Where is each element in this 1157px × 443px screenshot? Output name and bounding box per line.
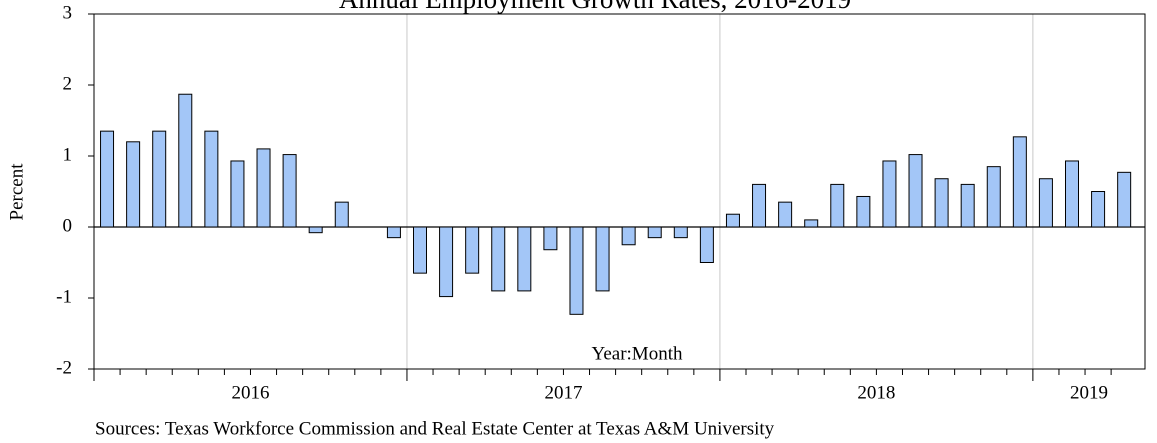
y-tick-label: 1: [63, 144, 73, 165]
bar: [595, 226, 610, 292]
y-tick-label: -1: [56, 286, 72, 307]
y-tick-label: 0: [63, 215, 73, 236]
bar: [699, 226, 714, 263]
bar: [725, 213, 740, 228]
bar: [986, 166, 1001, 228]
bar: [778, 201, 793, 228]
bar: [882, 160, 897, 228]
bar: [647, 226, 662, 239]
bar: [517, 226, 532, 292]
bar: [830, 183, 845, 228]
chart-title: Annual Employment Growth Rates, 2016-201…: [339, 0, 851, 14]
x-tick-label: 2016: [231, 382, 269, 403]
bar: [908, 154, 923, 228]
x-tick-label: 2017: [544, 382, 582, 403]
bar: [204, 130, 219, 228]
bar: [804, 219, 819, 228]
x-tick-label: 2018: [857, 382, 895, 403]
bar: [1117, 171, 1132, 228]
bar: [673, 226, 688, 239]
bar: [100, 130, 115, 228]
bar: [569, 226, 584, 315]
bar: [230, 160, 245, 228]
y-tick-label: -2: [56, 357, 72, 378]
bar: [960, 183, 975, 228]
bar: [752, 183, 767, 228]
bar: [439, 226, 454, 298]
bar: [491, 226, 506, 292]
bar: [934, 178, 949, 228]
plot-frame: [93, 13, 1146, 370]
y-tick-label: 3: [63, 2, 73, 23]
bar: [465, 226, 480, 274]
y-tick-label: 2: [63, 73, 73, 94]
bar: [1091, 191, 1106, 228]
x-tick-label: 2019: [1070, 382, 1108, 403]
bar: [621, 226, 636, 246]
bar: [178, 93, 193, 228]
bar: [282, 154, 297, 228]
bar: [1065, 160, 1079, 228]
bar: [126, 141, 141, 228]
x-axis-label: Year:Month: [592, 343, 683, 364]
bar: [308, 226, 323, 234]
bar: [256, 148, 271, 228]
bar: [1012, 136, 1027, 228]
bar: [334, 201, 349, 228]
bar: [1038, 178, 1053, 228]
source-note: Sources: Texas Workforce Commission and …: [95, 418, 775, 439]
bar: [413, 226, 427, 274]
bar: [856, 195, 871, 228]
bar: [152, 130, 167, 228]
bar: [386, 226, 401, 239]
y-axis-label: Percent: [6, 163, 27, 221]
bar: [543, 226, 558, 251]
